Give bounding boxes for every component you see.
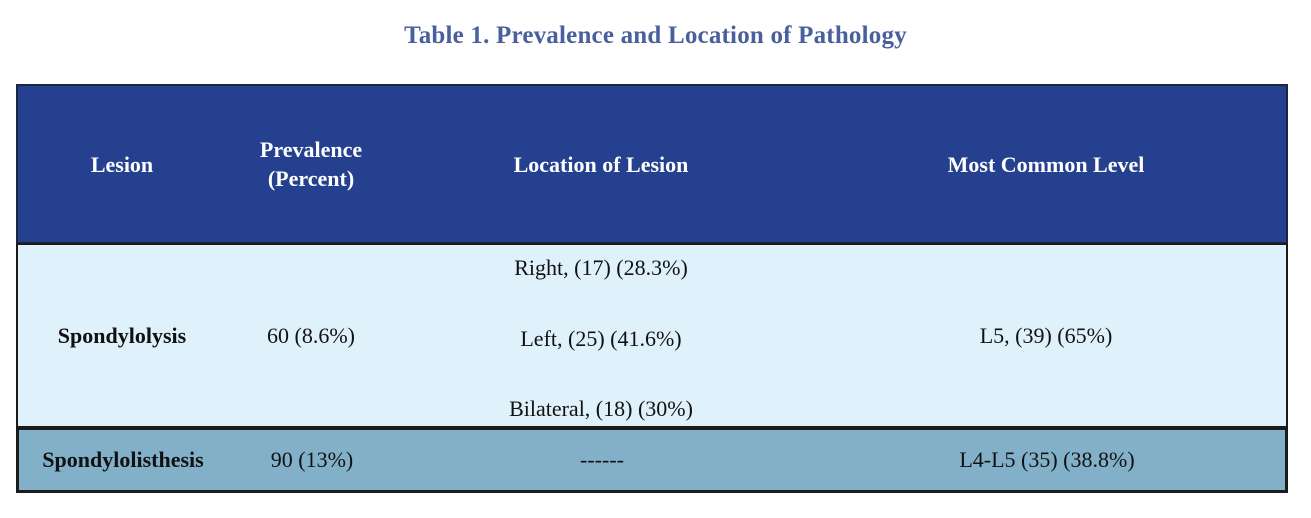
table-title: Table 1. Prevalence and Location of Path…	[404, 22, 907, 49]
header-prevalence-line1: Prevalence	[259, 137, 363, 162]
header-location: Location of Lesion	[513, 151, 689, 177]
row1-location-left: Left, (25) (41.6%)	[520, 325, 682, 351]
row1-location: Right, (17) (28.3%) Left, (25) (41.6%) B…	[396, 245, 806, 426]
table-row-spondylolysis: Spondylolysis 60 (8.6%) Right, (17) (28.…	[16, 243, 1288, 428]
header-level: Most Common Level	[947, 151, 1145, 177]
pathology-table: Lesion Prevalence (Percent) Location of …	[16, 84, 1288, 493]
header-lesion: Lesion	[90, 151, 154, 177]
row2-prevalence: 90 (13%)	[270, 447, 354, 472]
header-prevalence: Prevalence (Percent)	[226, 86, 396, 242]
row2-lesion: Spondylolisthesis	[42, 447, 204, 472]
row1-prevalence: 60 (8.6%)	[267, 322, 355, 348]
row2-location: ------	[580, 447, 624, 472]
row1-location-bilateral: Bilateral, (18) (30%)	[509, 396, 693, 421]
row1-level: L5, (39) (65%)	[979, 322, 1113, 348]
table-header-row: Lesion Prevalence (Percent) Location of …	[16, 84, 1288, 244]
row1-lesion: Spondylolysis	[57, 322, 187, 348]
row1-location-right: Right, (17) (28.3%)	[514, 255, 688, 280]
header-prevalence-line2: (Percent)	[267, 166, 355, 191]
table-row-spondylolisthesis: Spondylolisthesis 90 (13%) ------ L4-L5 …	[16, 427, 1288, 493]
row2-level: L4-L5 (35) (38.8%)	[959, 447, 1135, 472]
